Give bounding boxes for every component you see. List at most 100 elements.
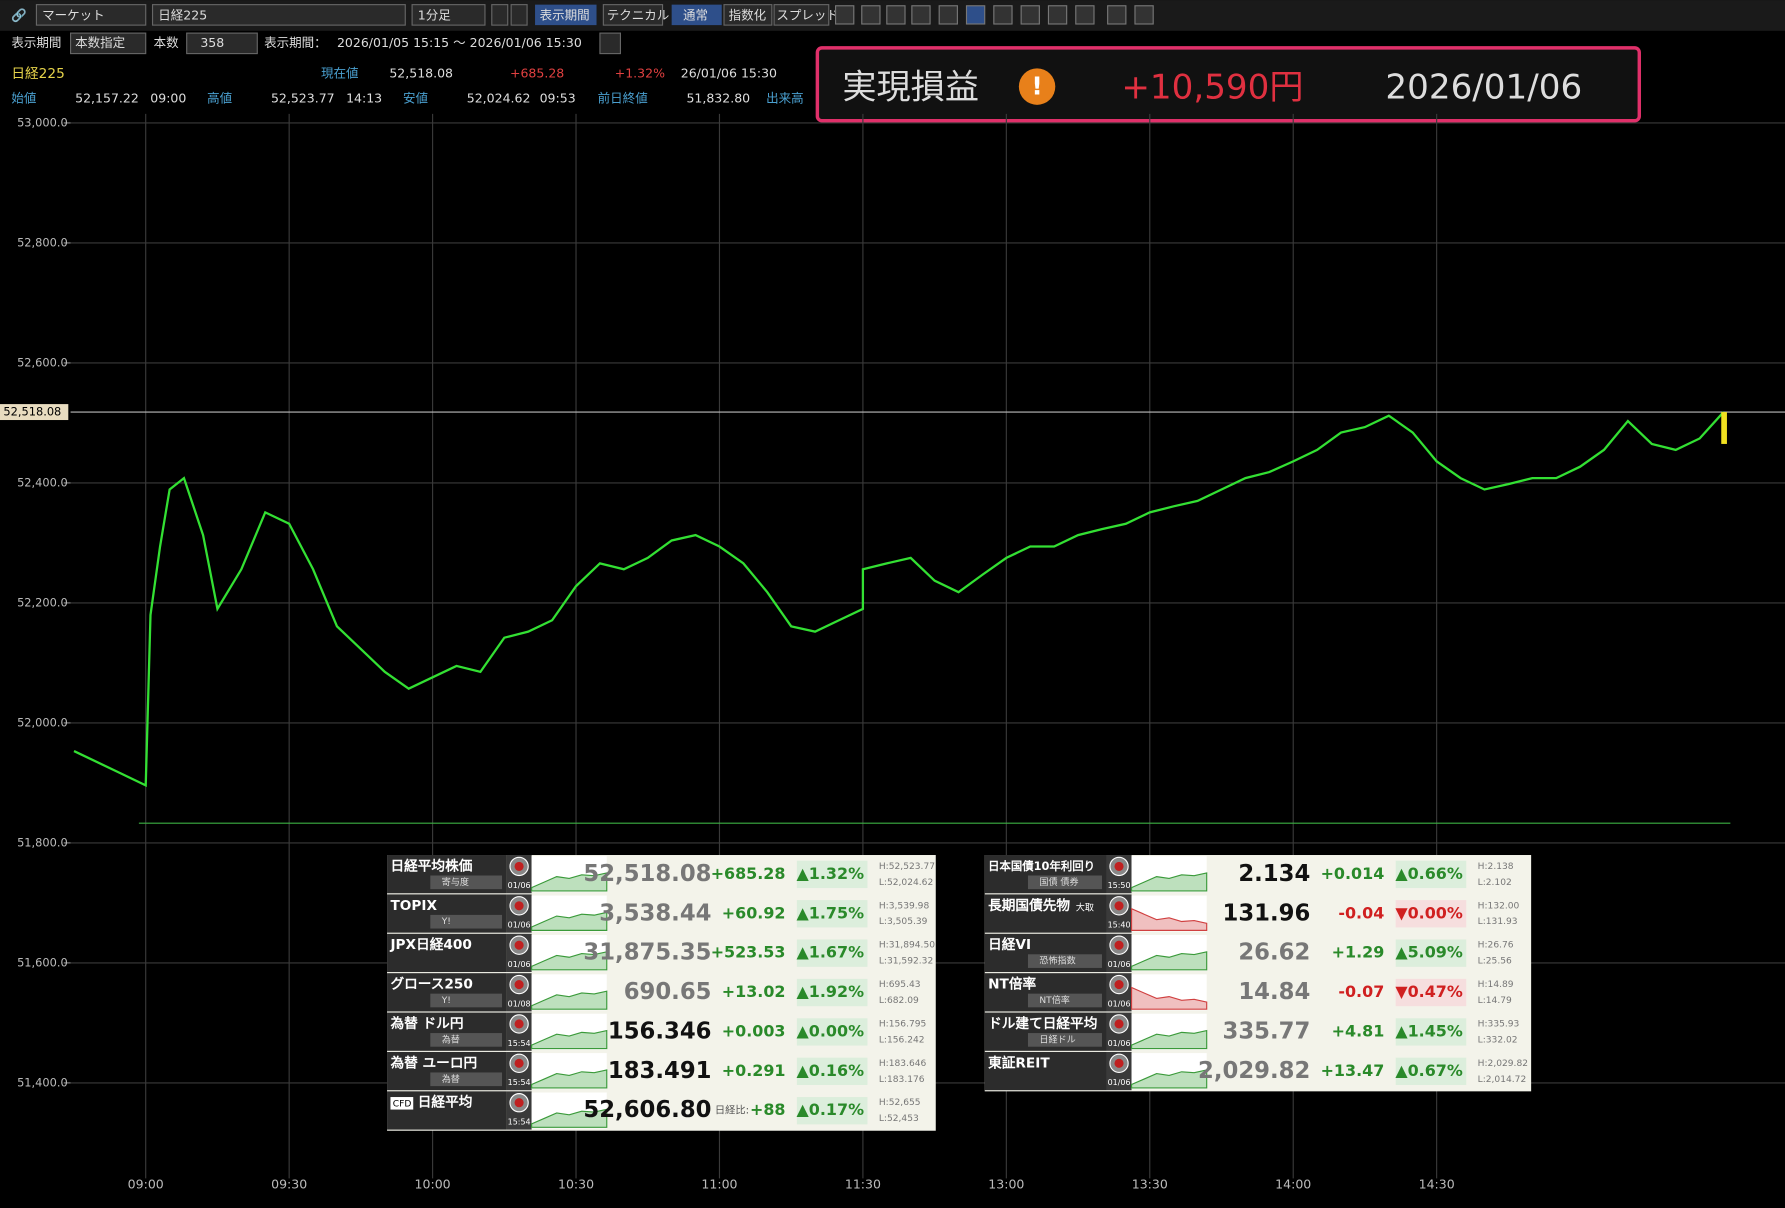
row-value: 26.62 xyxy=(1238,940,1310,966)
row-value: 52,606.80 xyxy=(583,1097,711,1123)
row-high: H:14.89 xyxy=(1478,980,1514,990)
icon-button[interactable] xyxy=(1075,5,1095,25)
x-tick-label: 09:00 xyxy=(128,1177,164,1192)
row-high: H:31,894.50 xyxy=(879,941,935,951)
row-name: ドル建て日経平均 xyxy=(988,1015,1097,1032)
y-tick-label: 52,200.0 xyxy=(17,595,68,609)
index-button[interactable] xyxy=(723,4,773,26)
mini-chart xyxy=(531,1029,608,1050)
row-time: 15:54 xyxy=(508,1039,531,1048)
row-name: 日本国債10年利回り xyxy=(988,859,1095,873)
market-select[interactable] xyxy=(35,4,147,26)
icon-button[interactable] xyxy=(911,5,931,25)
x-tick-label: 14:00 xyxy=(1275,1177,1311,1192)
row-high: H:335.93 xyxy=(1478,1019,1520,1029)
row-time: 01/06 xyxy=(508,881,531,890)
prev-button[interactable] xyxy=(491,4,509,26)
row-name: 東証REIT xyxy=(988,1054,1050,1071)
icon-button[interactable] xyxy=(1020,5,1040,25)
spread-button[interactable] xyxy=(773,4,830,26)
row-tag: Y! xyxy=(441,996,451,1006)
prev-close-label: 前日終値 xyxy=(598,91,648,106)
row-low: L:2.102 xyxy=(1478,878,1512,888)
row-tag-bg xyxy=(1027,954,1102,968)
row-time: 01/06 xyxy=(1108,960,1131,969)
row-tag: 為替 xyxy=(442,1073,460,1085)
row-pct: ▲0.67% xyxy=(1395,1061,1463,1080)
row-change: +13.47 xyxy=(1321,1061,1385,1080)
x-tick-label: 11:30 xyxy=(845,1177,881,1192)
quote-name: 日経225 xyxy=(11,66,64,82)
row-value: 52,518.08 xyxy=(583,861,711,887)
row-exchange: 大取 xyxy=(1076,902,1094,914)
mini-chart xyxy=(1130,1069,1208,1089)
row-name: 日経平均 xyxy=(418,1094,473,1111)
icon-button[interactable] xyxy=(993,5,1013,25)
row-name: JPX日経400 xyxy=(389,936,471,953)
row-value: 2,029.82 xyxy=(1198,1058,1310,1084)
symbol-select[interactable] xyxy=(151,4,406,26)
x-tick-label: 09:30 xyxy=(271,1177,307,1192)
row-tag: 寄与度 xyxy=(442,876,469,888)
interval-select[interactable] xyxy=(411,4,486,26)
row-tag-bg xyxy=(430,1033,503,1047)
count-label: 本数 xyxy=(154,35,180,50)
pct-box xyxy=(1395,1018,1467,1046)
low-label: 安値 xyxy=(403,91,428,106)
mini-chart xyxy=(531,872,608,892)
y-tick-label: 52,800.0 xyxy=(17,235,68,249)
row-low: L:25.56 xyxy=(1478,957,1512,967)
technical-button[interactable] xyxy=(602,4,664,26)
status-dot xyxy=(514,861,524,871)
row-change: +685.28 xyxy=(711,864,786,883)
icon-button[interactable] xyxy=(938,5,958,25)
icon-button[interactable] xyxy=(886,5,906,25)
row-low: L:14.79 xyxy=(1478,996,1512,1006)
row-pct: ▼0.47% xyxy=(1395,982,1463,1001)
mode-select[interactable] xyxy=(70,32,147,55)
row-value: 690.65 xyxy=(624,979,712,1005)
icon-button[interactable] xyxy=(1134,5,1154,25)
row-name: グロース250 xyxy=(390,976,472,993)
status-dot xyxy=(1114,1058,1124,1068)
icon-button[interactable] xyxy=(861,5,881,25)
pct-box xyxy=(1395,978,1467,1007)
low-time: 09:53 xyxy=(540,91,576,106)
x-tick-label: 14:30 xyxy=(1419,1177,1455,1192)
row-name: 日経VI xyxy=(988,936,1031,953)
row-tag: 為替 xyxy=(442,1033,460,1045)
x-tick-label: 11:00 xyxy=(701,1177,737,1192)
icon-button[interactable] xyxy=(965,5,986,25)
pct-box xyxy=(1395,939,1467,967)
row-tag-bg xyxy=(1027,993,1102,1008)
y-tick-label: 51,400.0 xyxy=(17,1075,68,1089)
mini-chart xyxy=(1130,907,1208,931)
normal-button[interactable] xyxy=(671,4,722,26)
period-range-label: 表示期間： xyxy=(264,35,327,50)
row-pct: ▲0.16% xyxy=(797,1061,865,1080)
display-period-button[interactable] xyxy=(535,4,597,26)
row-pct: ▲1.75% xyxy=(797,903,865,922)
current-price-label: 52,518.08 xyxy=(3,405,61,419)
next-button[interactable] xyxy=(510,4,528,26)
count-input[interactable] xyxy=(186,32,258,55)
high-time: 14:13 xyxy=(346,91,382,106)
pct-box xyxy=(796,1018,868,1046)
row-value: 156.346 xyxy=(608,1018,712,1044)
link-icon[interactable]: 🔗 xyxy=(11,8,27,24)
status-dot xyxy=(514,980,524,990)
row-tag-bg xyxy=(430,993,503,1008)
icon-button[interactable] xyxy=(835,5,855,25)
row-time: 15:54 xyxy=(508,1118,531,1127)
cfd-badge: CFD xyxy=(393,1099,412,1109)
reset-button[interactable] xyxy=(599,32,621,55)
icon-button[interactable] xyxy=(1047,5,1068,25)
icon-button[interactable] xyxy=(1107,5,1127,25)
row-value: 31,875.35 xyxy=(583,940,711,966)
row-change: +0.291 xyxy=(722,1061,786,1080)
row-high: H:156.795 xyxy=(879,1019,927,1029)
row-name-cell xyxy=(387,933,507,973)
row-change: +1.29 xyxy=(1332,943,1385,962)
